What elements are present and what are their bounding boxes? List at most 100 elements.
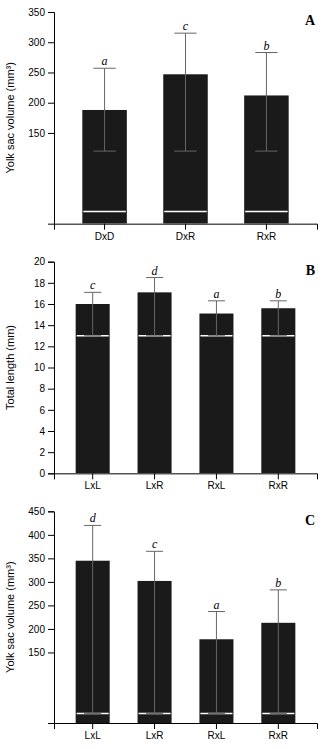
tick-label: DxD [95,231,114,242]
sig-labels: c d a b [90,264,281,301]
tick-mark [216,723,217,729]
tick-mark [48,511,54,512]
tick-label: LxL [85,730,102,741]
bar-line [83,211,126,213]
axis-line [55,724,318,730]
tick-mark [48,103,54,104]
tick-mark [48,283,54,284]
tick-label: 150 [28,128,45,139]
y-tick: 250 [28,67,54,78]
y-tick: 20 [34,256,54,267]
sig-label: d [152,264,159,278]
tick-mark [48,304,54,305]
error-bar [216,612,217,714]
x-tick: LxR [146,473,164,491]
y-axis-title: Yolk sac volume (mm³) [4,62,16,173]
error-cap [208,713,225,714]
tick-mark [48,605,54,606]
tick-label: 0 [39,468,45,479]
tick-label: 2 [39,447,45,458]
tick-mark [48,12,54,13]
error-bar [216,301,217,336]
tick-mark [154,473,155,479]
tick-mark [48,582,54,583]
sig-label: a [102,54,108,68]
marks [82,33,288,224]
bar-line [164,211,207,213]
tick-label: 250 [28,600,45,611]
tick-mark [278,723,279,729]
tick-mark [48,431,54,432]
x-axis: LxLLxRRxLRxR [55,723,318,741]
tick-label: 14 [34,320,46,331]
error-bar [278,590,279,714]
y-axis: 150 200 250 300 350 [28,7,54,224]
error-bar [185,33,186,151]
sig-label: c [152,537,158,551]
tick-mark [48,452,54,453]
tick-label: 250 [28,67,45,78]
tick-mark [48,262,54,263]
y-tick: 450 [28,506,54,517]
sig-labels: acb [102,19,270,68]
sig-label: a [213,598,219,612]
tick-label: 350 [28,7,45,18]
marks [76,525,296,723]
sig-label: a [213,287,219,301]
y-tick: 10 [34,362,54,373]
y-tick: 200 [28,624,54,635]
sig-label: d [90,511,97,525]
axis-line [48,13,55,225]
x-tick: LxR [146,723,164,741]
tick-label: RxL [208,730,226,741]
x-tick: LxL [85,723,102,741]
axis-line [55,224,318,230]
tick-mark [154,723,155,729]
x-tick: DxR [176,224,195,242]
error-bar [278,301,279,336]
tick-mark [48,389,54,390]
tick-label: 200 [28,97,45,108]
panel: 150200250300350400450LxLLxRRxLRxRYolk sa… [4,506,318,741]
tick-label: DxR [176,231,195,242]
tick-label: 10 [34,362,46,373]
marks [76,278,296,474]
bar-line [245,211,288,213]
y-tick: 8 [39,383,54,394]
y-tick: 350 [28,553,54,564]
y-axis-title: Total length (mm) [4,325,16,410]
y-axis: 150200250300350400450 [28,506,54,723]
tick-label: 12 [34,341,46,352]
y-tick: 16 [34,299,54,310]
tick-mark [48,325,54,326]
error-cap [270,335,287,336]
bar [199,314,233,474]
tick-mark [48,410,54,411]
tick-label: 20 [34,256,46,267]
panel: 150200250300350DxDDxRRxRYolk sac volume … [4,7,318,242]
sig-label: b [275,287,281,301]
tick-mark [216,473,217,479]
tick-label: 300 [28,37,45,48]
y-tick: 4 [39,426,54,437]
sig-label: c [90,278,96,292]
panel: 02468101214161820LxLLxRRxLRxRTotal lengt… [4,256,318,491]
tick-label: 150 [28,647,45,658]
tick-mark [48,652,54,653]
tick-label: LxL [85,480,102,491]
tick-mark [266,224,267,230]
tick-mark [48,72,54,73]
tick-mark [92,473,93,479]
error-cap [84,713,101,714]
sig-labels: dcab [90,511,282,611]
x-axis: LxLLxRRxLRxR [55,473,318,491]
figure: 150200250300350DxDDxRRxRYolk sac volume … [0,0,327,749]
y-tick: 200 [28,97,54,108]
axis-line [55,474,318,480]
tick-mark [48,473,54,474]
y-tick: 300 [28,37,54,48]
x-tick: RxL [208,723,226,741]
error-bar [92,525,93,713]
error-cap [255,151,277,152]
x-tick: RxL [208,473,226,491]
